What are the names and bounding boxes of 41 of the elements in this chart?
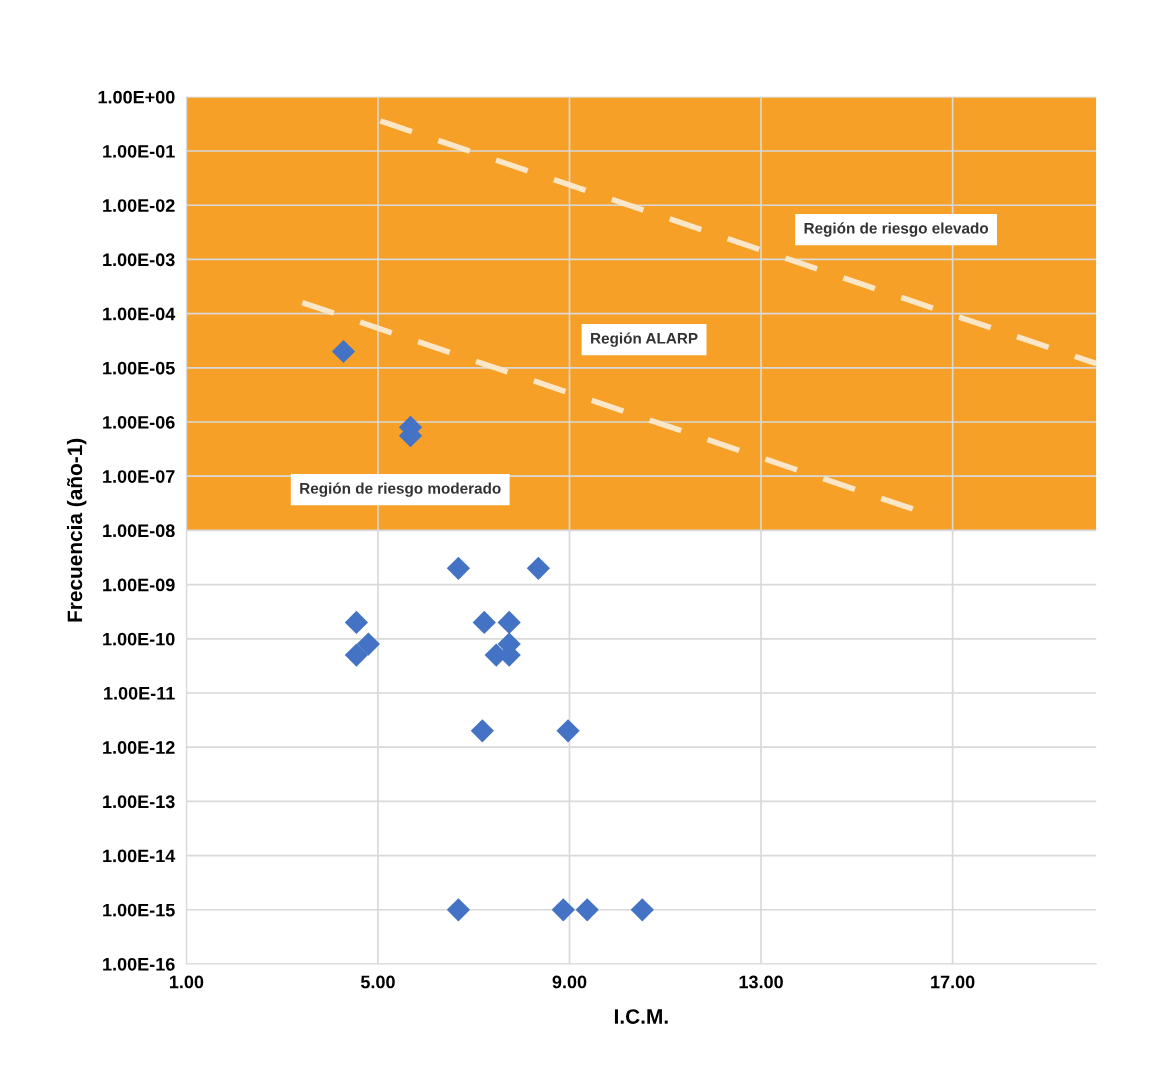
x-axis-title: I.C.M. — [614, 1009, 668, 1024]
point — [446, 556, 471, 580]
y-tick-label: 1.00E-02 — [103, 199, 175, 212]
x-tick-label: 9.00 — [552, 975, 587, 989]
x-tick-label: 13.00 — [739, 975, 783, 989]
y-axis-title: Frecuencia (año-1) — [66, 438, 87, 622]
y-tick-label: 1.00E-14 — [103, 849, 176, 863]
y-tick-label: 1.00E-11 — [104, 686, 175, 700]
annotation: Región de riesgo moderado — [300, 482, 501, 497]
y-tick-label: 1.00E-07 — [103, 470, 175, 483]
point — [630, 898, 654, 922]
y-tick-label: 1.00E+00 — [98, 90, 175, 104]
point — [470, 719, 494, 743]
point — [526, 556, 550, 580]
x-tick-label: 5.00 — [360, 975, 395, 989]
y-tick-label: 1.00E-05 — [103, 361, 175, 375]
point — [556, 719, 580, 743]
y-tick-label: 1.00E-10 — [103, 632, 175, 646]
y-tick-label: 1.00E-06 — [103, 415, 175, 429]
x-tick-label: 17.00 — [931, 975, 975, 989]
x-tick-label: 1.00 — [169, 975, 204, 989]
y-tick-label: 1.00E-15 — [103, 903, 175, 917]
y-tick-label: 1.00E-12 — [103, 741, 175, 754]
y-tick-label: 1.00E-13 — [103, 795, 175, 809]
point — [551, 898, 575, 922]
point — [446, 898, 471, 922]
y-tick-label: 1.00E-04 — [103, 307, 176, 321]
point — [356, 632, 380, 656]
point — [497, 610, 521, 635]
point — [344, 610, 369, 635]
y-tick-label: 1.00E-16 — [103, 957, 175, 971]
point — [472, 610, 496, 635]
annotation: Región de riesgo elevado — [804, 222, 989, 237]
point — [344, 643, 369, 667]
point — [331, 339, 356, 364]
y-tick-label: 1.00E-09 — [103, 578, 175, 592]
y-tick-label: 1.00E-03 — [103, 253, 175, 267]
y-tick-label: 1.00E-01 — [103, 144, 175, 158]
annotation: Región ALARP — [591, 332, 698, 347]
y-tick-label: 1.00E-08 — [103, 524, 175, 538]
point — [575, 898, 599, 922]
